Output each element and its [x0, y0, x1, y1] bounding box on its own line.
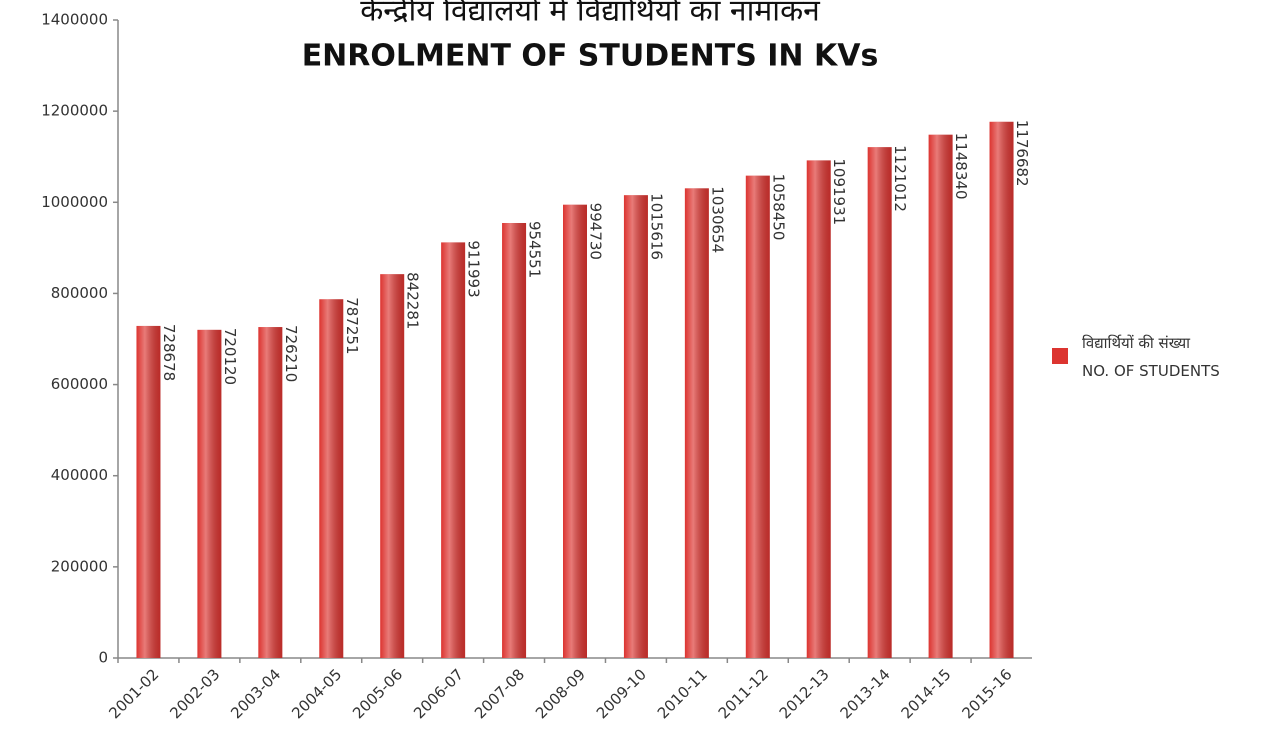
data-label: 1058450: [769, 174, 787, 241]
x-tick-label: 2006-07: [410, 665, 467, 722]
x-tick-label: 2003-04: [227, 665, 284, 722]
data-label: 1148340: [952, 133, 970, 200]
x-tick-label: 2008-09: [532, 665, 589, 722]
bar-shine: [745, 175, 770, 658]
x-tick-label: 2005-06: [349, 665, 406, 722]
x-tick-label: 2010-11: [654, 665, 711, 722]
data-label: 728678: [160, 324, 178, 381]
data-label: 842281: [404, 272, 422, 329]
bar-shine: [258, 327, 283, 658]
y-tick-label: 1200000: [41, 102, 108, 120]
y-tick-label: 1000000: [41, 193, 108, 211]
bar-shine: [319, 299, 344, 658]
x-tick-label: 2007-08: [471, 665, 528, 722]
x-tick-label: 2002-03: [166, 665, 223, 722]
data-label: 720120: [221, 328, 239, 385]
x-tick-label: 2014-15: [898, 665, 955, 722]
x-tick-label: 2012-13: [776, 665, 833, 722]
bar-shine: [928, 134, 953, 658]
y-tick-label: 800000: [51, 284, 108, 302]
bar-shine: [623, 195, 648, 658]
y-tick-label: 200000: [51, 557, 108, 575]
bar-shine: [502, 222, 527, 658]
y-tick-label: 1400000: [41, 11, 108, 29]
data-label: 1176682: [1013, 120, 1031, 187]
x-tick-label: 2001-02: [105, 665, 162, 722]
legend-line: NO. OF STUDENTS: [1082, 362, 1220, 380]
x-tick-label: 2015-16: [958, 665, 1015, 722]
data-label: 787251: [343, 297, 361, 354]
data-label: 954551: [526, 221, 544, 278]
bar-shine: [806, 160, 831, 658]
bar-shine: [563, 204, 587, 659]
x-tick-label: 2011-12: [715, 665, 772, 722]
data-label: 911993: [465, 240, 483, 297]
y-tick-label: 600000: [51, 375, 108, 393]
bar-shine: [441, 242, 466, 658]
y-tick-label: 400000: [51, 466, 108, 484]
data-label: 1030654: [708, 186, 726, 253]
x-tick-label: 2013-14: [837, 665, 894, 722]
bar-shine: [380, 274, 405, 658]
bar-shine: [684, 188, 709, 658]
x-tick-label: 2004-05: [288, 665, 345, 722]
bar-shine: [197, 329, 222, 658]
y-tick-label: 0: [98, 649, 108, 667]
data-label: 726210: [282, 325, 300, 382]
bar-shine: [136, 325, 161, 658]
chart-title: केन्द्रीय विद्यालयों में विद्यार्थियों क…: [360, 0, 821, 29]
legend-label: विद्यार्थियों की संख्या NO. OF STUDENTS: [1082, 334, 1220, 380]
data-label: 994730: [587, 203, 605, 260]
bar-shine: [867, 147, 892, 658]
data-label: 1015616: [647, 193, 665, 260]
chart-subtitle: ENROLMENT OF STUDENTS IN KVs: [302, 39, 879, 74]
data-label: 1091931: [830, 158, 848, 225]
bar-shine: [989, 121, 1014, 658]
data-label: 1121012: [891, 145, 909, 212]
x-tick-label: 2009-10: [593, 665, 650, 722]
legend-swatch: [1052, 348, 1068, 364]
legend-line: विद्यार्थियों की संख्या: [1082, 334, 1191, 352]
